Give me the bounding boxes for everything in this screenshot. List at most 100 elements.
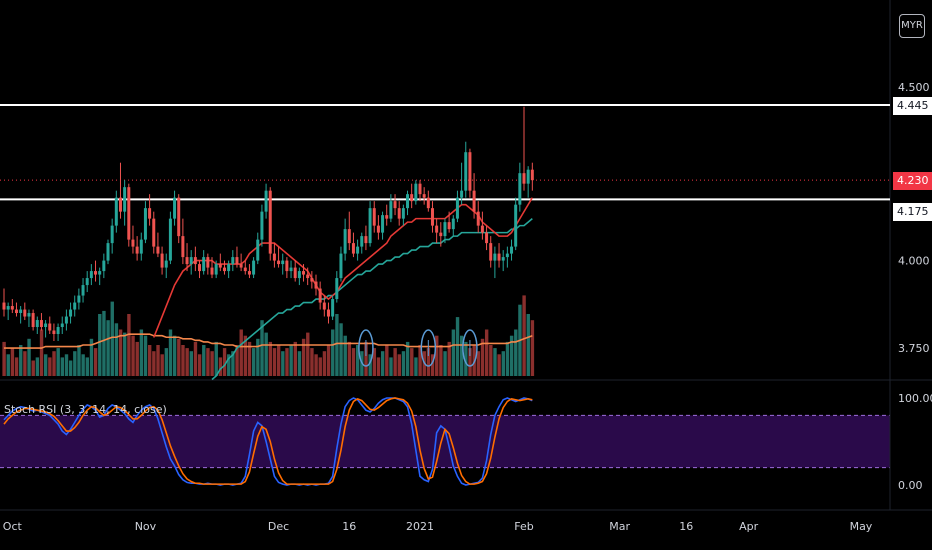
candle-body [351,243,355,254]
candle-body [31,313,35,328]
volume-bar [231,351,235,376]
stoch-band [0,415,890,468]
dividend-markers[interactable] [358,329,478,367]
volume-bar [380,351,385,376]
stoch-rsi-legend[interactable]: Stoch RSI (3, 3, 14, 14, close) [4,403,167,416]
volume-bar [268,341,273,376]
volume-ma-line [4,333,533,349]
volume-bar [439,345,443,376]
candle-body [243,267,247,272]
candle-body [148,208,152,219]
candle-body [464,152,468,191]
price-tick-label: 4.500 [898,81,930,94]
volume-bar [530,320,535,376]
volume-bar [206,348,210,376]
candle-body [81,285,85,296]
candles [2,106,534,342]
candle-body [185,257,189,265]
time-tick-label: Feb [514,520,533,533]
candle-body [439,232,443,237]
volume-bar [102,310,106,376]
volume-bar [164,348,169,376]
volume-bar [397,354,401,376]
time-tick-label: 16 [679,520,693,533]
volume-bar [93,348,98,376]
candle-body [181,236,185,258]
time-tick-label: May [850,520,873,533]
candle-body [480,225,484,233]
volume-bar [497,354,501,376]
candle-body [485,232,489,244]
time-tick-label: 2021 [406,520,434,533]
candle-body [143,208,147,240]
volume-bar [23,351,27,376]
candle-body [435,225,439,233]
candle-body [347,229,351,244]
candle-body [39,320,43,328]
candle-body [73,302,77,310]
candle-body [168,218,172,261]
candle-body [52,330,56,335]
horizontal-lines[interactable] [0,104,890,201]
candle-body [202,257,206,272]
volume-bar [31,360,35,376]
volume-bar [35,357,40,376]
volume-bar [197,354,202,376]
volume-bar [364,341,368,376]
candle-body [98,271,102,275]
volume-bar [493,348,497,376]
volume-bar [426,348,431,376]
candle-body [381,215,385,233]
candle-body [127,187,131,240]
circle-marker-icon [462,329,478,367]
volume-bar [335,314,339,376]
candle-body [526,169,530,184]
volume-bar [468,348,472,376]
candle-body [306,274,310,279]
volume-bar [235,345,239,376]
stoch-tick-label: 100.00 [898,392,932,405]
volume-bar [202,345,206,376]
volume-bar [152,351,156,376]
candle-body [19,309,23,314]
candle-body [356,246,360,254]
volume-bar [168,329,173,376]
candle-body [2,302,6,310]
candle-body [6,306,10,310]
candle-body [401,208,405,219]
candle-body [206,257,210,268]
volume-bar [476,351,481,376]
volume-bar [289,345,293,376]
candle-body [272,253,276,261]
time-axis-ticks: Oct Nov Dec 16 2021 Feb Mar 16 Apr May [3,520,873,533]
volume-bar [455,317,460,376]
candle-body [268,190,272,254]
volume-bar [98,314,102,376]
candle-body [102,260,106,272]
volume-bar [181,345,185,376]
candle-body [455,197,459,219]
candle-body [123,187,127,212]
volume-bar [118,329,123,376]
candle-body [89,271,93,279]
candle-body [235,257,239,265]
time-tick-label: Mar [609,520,630,533]
volume-bar [85,357,89,376]
candle-body [339,253,343,279]
candle-body [343,229,347,254]
volume-bar [143,335,148,376]
candle-body [314,281,318,289]
volume-bar [239,329,243,376]
volume-bar [227,354,231,376]
volume-bar [60,357,65,376]
candle-body [451,218,455,230]
candle-body [56,327,60,335]
stoch-rsi-lines [3,397,533,486]
volume-ma [4,333,533,349]
volume-bar [451,329,456,376]
volume-bar [189,351,193,376]
candle-body [505,253,509,258]
volume-bar [252,348,256,376]
currency-button[interactable]: MYR [899,14,925,38]
